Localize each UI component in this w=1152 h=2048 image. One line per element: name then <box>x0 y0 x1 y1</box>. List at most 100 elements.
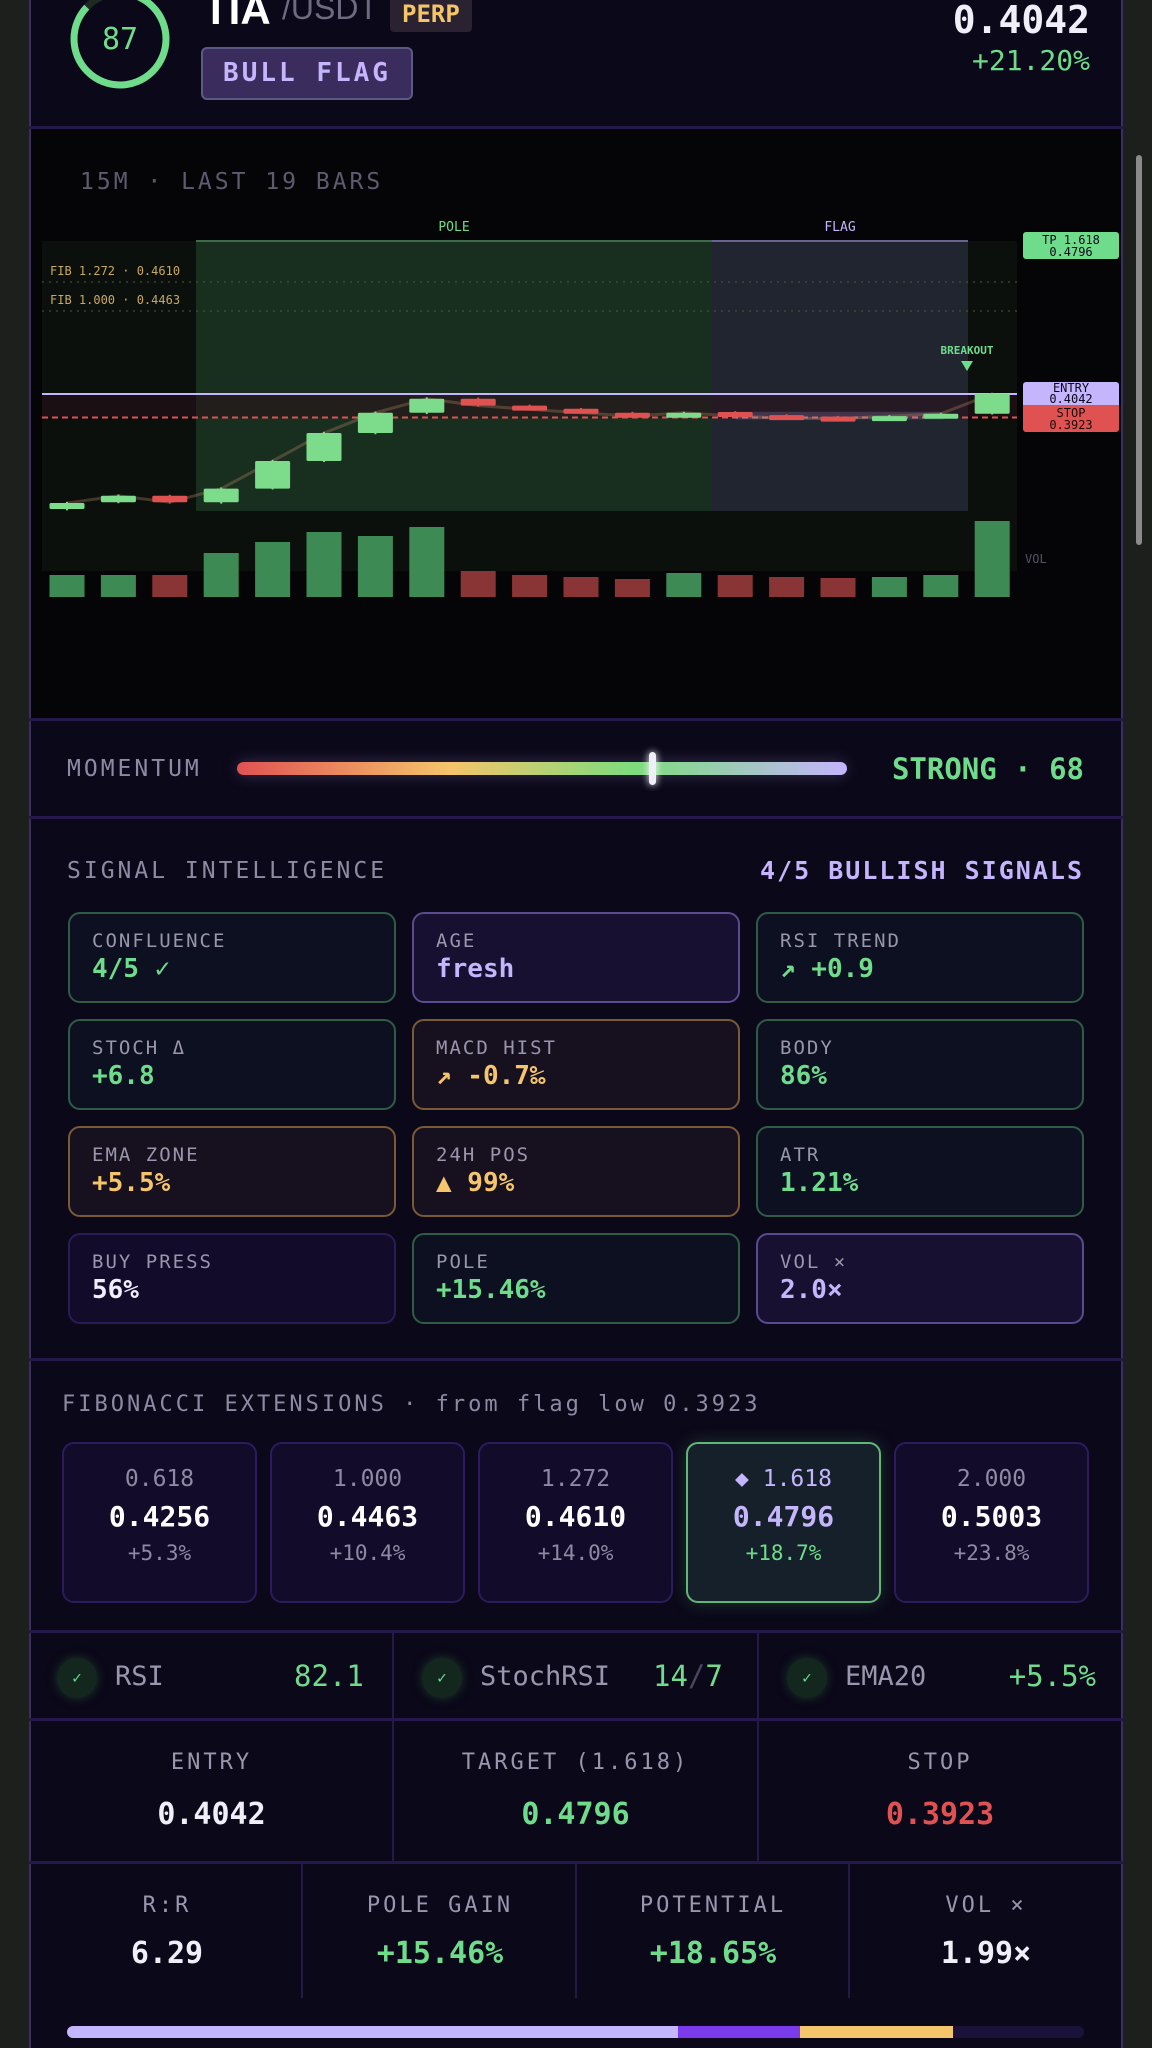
candle <box>923 413 959 419</box>
fib-level-card[interactable]: ◆ 1.618 0.4796 +18.7% <box>686 1442 881 1603</box>
signal-card: MACD HIST ↗ -0.7‰ <box>412 1019 740 1110</box>
flag-label: FLAG <box>824 220 855 235</box>
candle <box>203 488 239 503</box>
volume-bar <box>717 575 753 597</box>
breakout-arrow-icon <box>961 361 973 371</box>
range-segment <box>67 2026 679 2038</box>
volume-label: VOL <box>1025 552 1047 566</box>
volume-bar <box>563 577 599 597</box>
volume-bar <box>614 579 650 597</box>
volume-bar <box>512 575 548 597</box>
quote-currency: /USDT <box>282 0 378 26</box>
signal-card: BUY PRESS 56% <box>68 1233 396 1324</box>
perp-badge: PERP <box>390 0 472 32</box>
fib-level-card[interactable]: 2.000 0.5003 +23.8% <box>894 1442 1089 1603</box>
stat-cell: POTENTIAL +18.65% <box>639 1893 787 1971</box>
fib-line-label: FIB 1.272 · 0.4610 <box>50 264 180 278</box>
volume-bar <box>923 575 959 597</box>
volume-bar <box>769 577 805 597</box>
pole-label: POLE <box>438 220 469 235</box>
risk-reward-bar <box>67 2026 1084 2038</box>
entry-tag: ENTRY 0.4042 <box>1023 382 1119 406</box>
candle <box>100 495 136 503</box>
candle <box>306 433 342 462</box>
volume-bar <box>357 536 393 597</box>
fib-level-card[interactable]: 1.272 0.4610 +14.0% <box>478 1442 673 1603</box>
chart-subtitle: 15M · LAST 19 BARS <box>80 169 384 195</box>
signal-card: STOCH Δ +6.8 <box>68 1019 396 1110</box>
signal-card: EMA ZONE +5.5% <box>68 1126 396 1217</box>
rsi-value: 82.1 <box>294 1659 364 1693</box>
volume-bar <box>820 578 856 597</box>
candle <box>512 405 548 411</box>
signal-card: RSI TREND ↗ +0.9 <box>756 912 1084 1003</box>
stop-cell: STOP 0.3923 <box>885 1750 995 1832</box>
rsi-label: RSI <box>115 1661 164 1692</box>
score-arc <box>70 0 170 89</box>
ema-check-icon: ✓ <box>787 1658 827 1698</box>
stat-cell: VOL × 1.99× <box>940 1893 1032 1971</box>
pattern-badge: BULL FLAG <box>201 47 413 100</box>
signal-card: BODY 86% <box>756 1019 1084 1110</box>
fib-level-card[interactable]: 0.618 0.4256 +5.3% <box>62 1442 257 1603</box>
candle <box>563 408 599 414</box>
signal-card: 24H POS ▲ 99% <box>412 1126 740 1217</box>
fib-line-label: FIB 1.000 · 0.4463 <box>50 293 180 307</box>
flag-zone <box>712 241 968 511</box>
ema-label: EMA20 <box>845 1661 927 1692</box>
fib-level-card[interactable]: 1.000 0.4463 +10.4% <box>270 1442 465 1603</box>
scrollbar[interactable] <box>1136 155 1142 545</box>
candle <box>820 416 856 422</box>
stat-cell: R:R 6.29 <box>130 1893 204 1971</box>
stochrsi-check-icon: ✓ <box>422 1658 462 1698</box>
volume-bar <box>152 575 188 597</box>
entry-cell: ENTRY 0.4042 <box>157 1750 266 1832</box>
signals-title: SIGNAL INTELLIGENCE <box>67 858 388 884</box>
candle <box>255 461 291 489</box>
price-chart[interactable]: POLE FLAG FIB 1.272 · 0.4610 FIB 1.000 · … <box>0 0 1152 720</box>
stop-tag: STOP 0.3923 <box>1023 405 1119 432</box>
signals-summary: 4/5 BULLISH SIGNALS <box>760 856 1084 885</box>
score-gauge <box>70 0 170 89</box>
volume-bar <box>460 571 496 597</box>
stochrsi-label: StochRSI <box>480 1661 611 1692</box>
momentum-label: MOMENTUM <box>67 756 202 782</box>
stochrsi-value: 14/7 <box>653 1659 723 1693</box>
candle <box>357 412 393 434</box>
breakout-label: BREAKOUT <box>941 344 994 357</box>
rsi-check-icon: ✓ <box>57 1658 97 1698</box>
candle <box>460 398 496 406</box>
symbol: TIA <box>203 0 271 33</box>
score-value: 87 <box>101 22 139 57</box>
volume-bar <box>100 575 136 597</box>
momentum-text: STRONG · 68 <box>891 752 1084 786</box>
volume-bar <box>49 575 85 597</box>
price-change: +21.20% <box>971 44 1090 77</box>
price: 0.4042 <box>952 0 1090 42</box>
target-cell: TARGET (1.618) 0.4796 <box>461 1750 690 1832</box>
volume-bar <box>974 521 1010 597</box>
volume-bar <box>871 577 907 597</box>
ema-value: +5.5% <box>1008 1659 1096 1693</box>
volume-bar <box>203 553 239 597</box>
volume-bar <box>306 532 342 597</box>
signal-card: POLE +15.46% <box>412 1233 740 1324</box>
candle <box>871 416 907 422</box>
signal-card: ATR 1.21% <box>756 1126 1084 1217</box>
momentum-thumb <box>648 752 656 785</box>
candle <box>666 412 702 418</box>
fib-title: FIBONACCI EXTENSIONS · from flag low 0.3… <box>62 1392 761 1417</box>
volume-bar <box>409 527 445 597</box>
candle <box>974 394 1010 414</box>
range-segment <box>800 2026 953 2038</box>
candle <box>49 503 85 509</box>
momentum-bar <box>237 762 847 775</box>
candle <box>769 415 805 421</box>
stat-cell: POLE GAIN +15.46% <box>366 1893 514 1971</box>
candle <box>717 411 753 417</box>
signal-card: CONFLUENCE 4/5 ✓ <box>68 912 396 1003</box>
candle <box>614 412 650 418</box>
candle <box>152 495 188 503</box>
range-segment <box>678 2026 801 2038</box>
signal-card: AGE fresh <box>412 912 740 1003</box>
